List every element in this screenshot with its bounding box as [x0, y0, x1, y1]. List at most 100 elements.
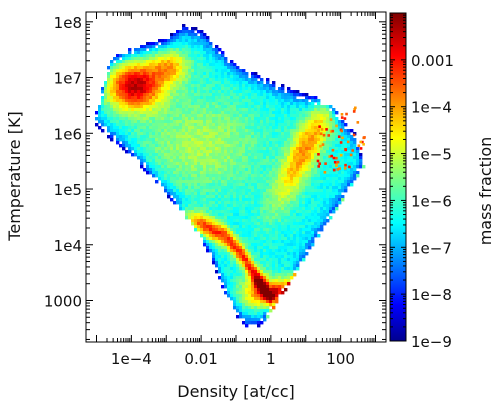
heatmap-cell: [182, 126, 185, 129]
heatmap-cell: [116, 75, 119, 78]
heatmap-cell: [272, 249, 275, 252]
heatmap-cell: [215, 207, 218, 210]
heatmap-cell: [110, 120, 113, 123]
heatmap-cell: [248, 93, 251, 96]
heatmap-cell: [293, 171, 296, 174]
heatmap-cell: [245, 114, 248, 117]
heatmap-cell: [110, 90, 113, 93]
heatmap-cell: [188, 36, 191, 39]
heatmap-cell: [179, 201, 182, 204]
heatmap-cell: [275, 135, 278, 138]
heatmap-cell: [185, 216, 188, 219]
heatmap-cell: [221, 108, 224, 111]
heatmap-cell: [158, 117, 161, 120]
heatmap-cell: [179, 72, 182, 75]
heatmap-cell: [257, 306, 260, 309]
heatmap-cell: [182, 174, 185, 177]
heatmap-cell: [206, 132, 209, 135]
heatmap-cell: [212, 111, 215, 114]
heatmap-cell: [224, 267, 227, 270]
heatmap-cell: [212, 66, 215, 69]
heatmap-cell: [272, 141, 275, 144]
heatmap-cell: [203, 33, 206, 36]
heatmap-cell: [212, 165, 215, 168]
heatmap-cell: [125, 78, 128, 81]
heatmap-cell: [287, 279, 290, 282]
heatmap-cell: [236, 255, 239, 258]
heatmap-cell: [188, 156, 191, 159]
heatmap-cell: [263, 273, 266, 276]
heatmap-cell: [161, 45, 164, 48]
heatmap-cell: [242, 291, 245, 294]
heatmap-cell: [311, 198, 314, 201]
heatmap-cell: [197, 42, 200, 45]
heatmap-cell: [194, 102, 197, 105]
heatmap-cell: [218, 252, 221, 255]
heatmap-cell: [263, 96, 266, 99]
heatmap-cell: [317, 120, 320, 123]
heatmap-cell: [200, 120, 203, 123]
heatmap-cell: [221, 279, 224, 282]
heatmap-cell: [254, 228, 257, 231]
heatmap-cell: [107, 84, 110, 87]
heatmap-cell: [257, 168, 260, 171]
heatmap-point: [340, 130, 343, 133]
heatmap-cell: [269, 153, 272, 156]
heatmap-cell: [173, 192, 176, 195]
heatmap-cell: [278, 243, 281, 246]
heatmap-cell: [311, 96, 314, 99]
heatmap-cell: [110, 135, 113, 138]
heatmap-cell: [119, 138, 122, 141]
heatmap-cell: [257, 162, 260, 165]
heatmap-cell: [173, 72, 176, 75]
heatmap-cell: [338, 192, 341, 195]
heatmap-cell: [284, 216, 287, 219]
heatmap-cell: [167, 60, 170, 63]
heatmap-cell: [269, 267, 272, 270]
heatmap-cell: [284, 267, 287, 270]
heatmap-cell: [281, 213, 284, 216]
heatmap-cell: [344, 132, 347, 135]
heatmap-cell: [272, 126, 275, 129]
heatmap-cell: [233, 252, 236, 255]
heatmap-cell: [98, 105, 101, 108]
heatmap-cell: [152, 144, 155, 147]
heatmap-cell: [338, 177, 341, 180]
heatmap-cell: [350, 177, 353, 180]
heatmap-cell: [191, 135, 194, 138]
heatmap-cell: [212, 204, 215, 207]
heatmap-cell: [206, 126, 209, 129]
heatmap-cell: [146, 108, 149, 111]
heatmap-cell: [257, 249, 260, 252]
y-tick-label: 1e4: [54, 237, 82, 255]
heatmap-cell: [131, 63, 134, 66]
heatmap-cell: [164, 102, 167, 105]
heatmap-cell: [164, 108, 167, 111]
heatmap-cell: [260, 288, 263, 291]
heatmap-cell: [191, 42, 194, 45]
heatmap-cell: [203, 216, 206, 219]
heatmap-cell: [227, 222, 230, 225]
heatmap-cell: [152, 120, 155, 123]
heatmap-cell: [257, 123, 260, 126]
heatmap-cell: [188, 78, 191, 81]
heatmap-cell: [239, 264, 242, 267]
heatmap-cell: [317, 168, 320, 171]
heatmap-cell: [200, 105, 203, 108]
heatmap-cell: [167, 81, 170, 84]
heatmap-cell: [308, 138, 311, 141]
heatmap-cell: [254, 303, 257, 306]
heatmap-cell: [239, 75, 242, 78]
heatmap-cell: [260, 102, 263, 105]
heatmap-cell: [221, 54, 224, 57]
heatmap-cell: [215, 105, 218, 108]
heatmap-cell: [308, 222, 311, 225]
heatmap-cell: [233, 114, 236, 117]
heatmap-cell: [143, 45, 146, 48]
heatmap-cell: [176, 174, 179, 177]
heatmap-cell: [224, 237, 227, 240]
heatmap-cell: [248, 78, 251, 81]
heatmap-cell: [233, 228, 236, 231]
heatmap-cell: [245, 198, 248, 201]
heatmap-cell: [224, 90, 227, 93]
